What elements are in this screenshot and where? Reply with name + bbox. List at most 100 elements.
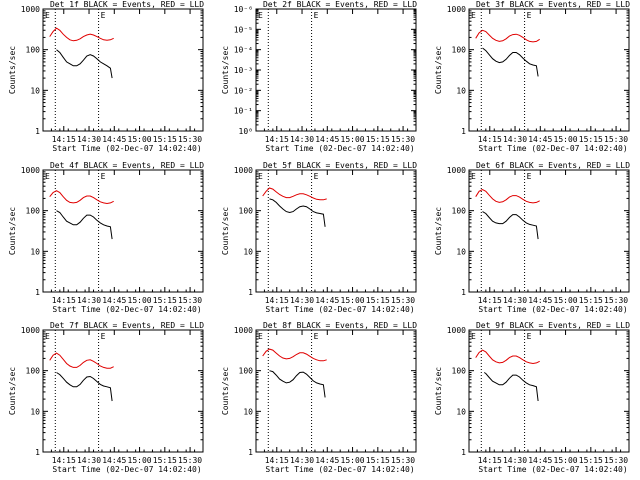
corner-mark: E (527, 11, 532, 20)
plot-frame (468, 329, 630, 453)
y-tick-label: 10⁻⁴ (234, 46, 253, 55)
plot-frame (255, 169, 417, 293)
x-tick-label: 15:15 (153, 296, 177, 305)
x-tick-label: 14:30 (77, 296, 101, 305)
plot-frame (42, 8, 204, 132)
panel-title: Det 3f BLACK = Events, RED = LLD (476, 0, 630, 9)
y-tick-label: 10 (243, 407, 253, 416)
y-axis-label: Counts/sec (8, 46, 17, 94)
x-tick-label: 15:30 (391, 135, 415, 144)
y-tick-label: 1000 (21, 166, 40, 175)
x-tick-label: 14:30 (77, 135, 101, 144)
x-tick-label: 15:30 (178, 135, 202, 144)
y-axis-label: Counts/sec (221, 207, 230, 255)
y-tick-label: 1 (35, 448, 40, 457)
x-tick-label: 15:15 (366, 135, 390, 144)
y-tick-label: 100 (26, 367, 41, 376)
lld-series-line (49, 352, 114, 369)
y-tick-label: 10 (30, 86, 40, 95)
panel-title: Det 7f BLACK = Events, RED = LLD (50, 321, 204, 330)
panel-title: Det 1f BLACK = Events, RED = LLD (50, 0, 204, 9)
y-tick-label: 1000 (234, 166, 253, 175)
x-tick-label: 15:00 (341, 296, 365, 305)
corner-mark: E (314, 172, 319, 181)
y-tick-label: 10⁻¹ (234, 107, 253, 116)
x-tick-label: 15:00 (554, 296, 578, 305)
corner-mark: E (258, 332, 263, 341)
x-axis-label: Start Time (02-Dec-07 14:02:40) (265, 305, 414, 314)
x-tick-label: 15:30 (391, 456, 415, 465)
x-tick-label: 14:45 (102, 135, 126, 144)
y-tick-label: 1000 (21, 5, 40, 14)
x-tick-label: 15:00 (554, 135, 578, 144)
x-tick-label: 14:45 (315, 135, 339, 144)
y-tick-label: 10 (456, 86, 466, 95)
y-tick-label: 10 (30, 407, 40, 416)
events-series-line (56, 210, 113, 240)
x-tick-label: 14:30 (290, 135, 314, 144)
plot-frame (255, 329, 417, 453)
y-tick-label: 100 (26, 46, 41, 55)
x-tick-label: 14:15 (478, 135, 502, 144)
x-tick-label: 14:45 (315, 296, 339, 305)
y-tick-label: 10⁻⁵ (234, 25, 253, 34)
x-axis-label: Start Time (02-Dec-07 14:02:40) (265, 465, 414, 474)
x-tick-label: 15:30 (604, 296, 628, 305)
y-tick-label: 1 (35, 288, 40, 297)
lld-series-line (475, 349, 540, 365)
x-tick-label: 15:15 (579, 456, 603, 465)
lld-series-line (262, 348, 327, 362)
x-tick-label: 14:30 (503, 296, 527, 305)
x-tick-label: 14:30 (290, 296, 314, 305)
y-tick-label: 1 (248, 288, 253, 297)
plot-frame (468, 8, 630, 132)
x-tick-label: 15:00 (341, 135, 365, 144)
corner-mark: E (527, 172, 532, 181)
y-tick-label: 10⁻³ (234, 66, 253, 75)
x-tick-label: 14:15 (52, 135, 76, 144)
events-series-line (482, 47, 539, 77)
x-tick-label: 15:00 (128, 456, 152, 465)
y-tick-label: 1 (248, 448, 253, 457)
x-tick-label: 15:00 (554, 456, 578, 465)
x-tick-label: 15:30 (391, 296, 415, 305)
y-tick-label: 100 (239, 207, 254, 216)
y-tick-label: 10 (456, 407, 466, 416)
x-tick-label: 14:45 (102, 456, 126, 465)
y-tick-label: 1 (35, 127, 40, 136)
panel-title: Det 4f BLACK = Events, RED = LLD (50, 161, 204, 170)
plot-frame (468, 169, 630, 293)
y-tick-label: 1 (461, 288, 466, 297)
plot-frame (255, 8, 417, 132)
x-tick-label: 14:15 (265, 456, 289, 465)
y-tick-label: 10⁻² (234, 86, 253, 95)
x-tick-label: 15:00 (128, 296, 152, 305)
x-axis-label: Start Time (02-Dec-07 14:02:40) (478, 305, 627, 314)
lld-series-line (262, 187, 327, 201)
x-tick-label: 15:00 (128, 135, 152, 144)
y-tick-label: 10 (30, 247, 40, 256)
y-tick-label: 10 (243, 247, 253, 256)
y-axis-label: Counts/sec (434, 207, 443, 255)
y-tick-label: 1000 (447, 326, 466, 335)
y-tick-label: 10⁻⁶ (234, 5, 253, 14)
x-tick-label: 14:15 (265, 135, 289, 144)
events-series-line (269, 370, 326, 398)
x-tick-label: 15:30 (604, 456, 628, 465)
x-axis-label: Start Time (02-Dec-07 14:02:40) (478, 465, 627, 474)
x-tick-label: 14:30 (503, 135, 527, 144)
x-axis-label: Start Time (02-Dec-07 14:02:40) (52, 144, 201, 153)
corner-mark: E (471, 332, 476, 341)
x-tick-label: 14:15 (52, 296, 76, 305)
x-tick-label: 14:45 (528, 296, 552, 305)
corner-mark: E (471, 172, 476, 181)
x-axis-label: Start Time (02-Dec-07 14:02:40) (265, 144, 414, 153)
lld-series-line (49, 190, 114, 205)
x-tick-label: 15:15 (366, 296, 390, 305)
corner-mark: E (45, 11, 50, 20)
x-tick-label: 15:15 (579, 135, 603, 144)
y-tick-label: 1000 (447, 166, 466, 175)
x-axis-label: Start Time (02-Dec-07 14:02:40) (478, 144, 627, 153)
x-tick-label: 15:30 (178, 456, 202, 465)
x-tick-label: 15:15 (579, 296, 603, 305)
